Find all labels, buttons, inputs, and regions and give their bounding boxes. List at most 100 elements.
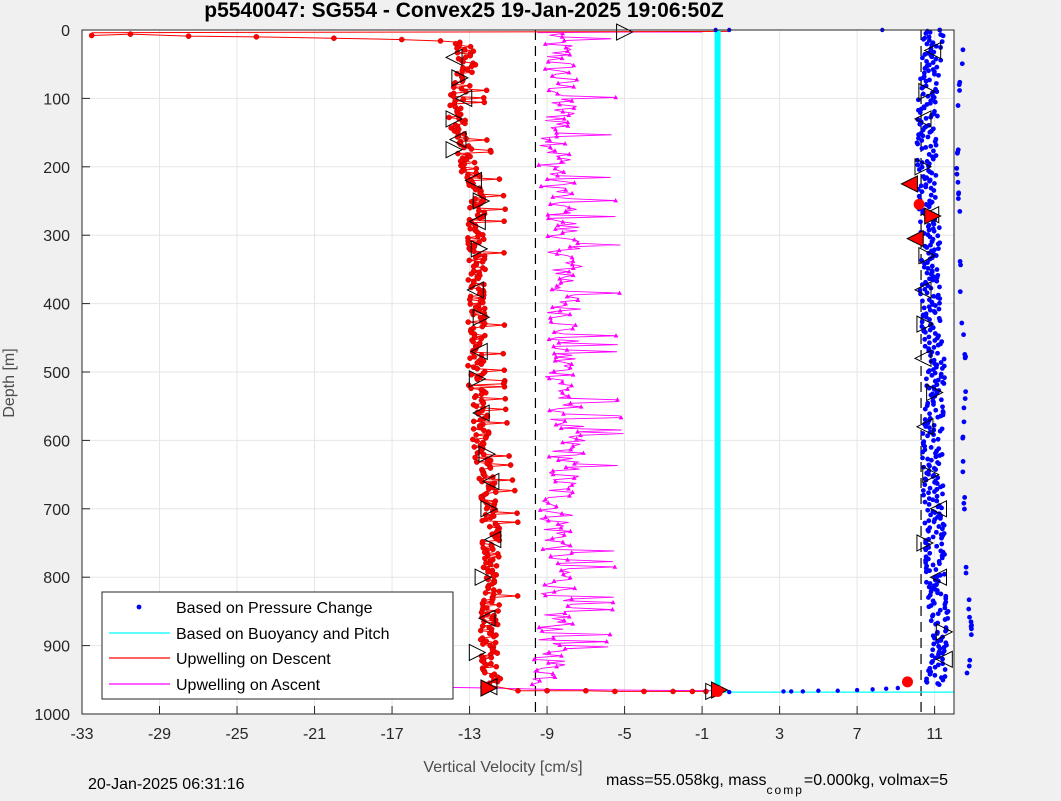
ascent-point [569,262,575,267]
footer-mass-text: mass=55.058kg, mass [606,772,767,789]
pressure-point [938,397,944,403]
descent-point [475,275,482,282]
pressure-point [940,656,945,662]
pressure-point [933,56,939,62]
ascent-point [553,354,559,359]
ascent-point [551,329,557,334]
pressure-point [933,450,938,456]
ascent-point [569,550,575,555]
pressure-point [922,482,928,488]
pressure-point [926,490,931,496]
descent-point [482,435,489,441]
pressure-point [932,71,937,77]
ascent-point [537,507,543,512]
descent-triangle-marker [468,212,486,231]
pressure-point [932,99,938,105]
descent-point [501,383,508,390]
ascent-point [567,542,573,548]
ascent-point [534,667,540,672]
pressure-point [961,332,966,338]
ascent-point [551,635,556,640]
ascent-triangle-marker [935,623,954,641]
ascent-point [610,607,615,612]
pressure-point [926,518,932,524]
descent-point [459,67,466,74]
descent-point [465,319,472,325]
footer-comp-subscript: comp [766,783,804,797]
x-tick-label: 3 [775,726,784,743]
ascent-point [555,222,561,228]
chart-title: p5540047: SG554 - Convex25 19-Jan-2025 1… [204,0,724,22]
descent-point [479,259,486,265]
ascent-point [572,585,578,591]
pressure-point [963,570,969,576]
ascent-triangle-marker [916,315,935,333]
pressure-point [959,61,965,67]
ascent-point [560,219,566,224]
pressure-point [963,564,969,570]
ascent-point [571,461,577,466]
descent-triangle-marker [472,192,491,210]
ascent-point [565,123,571,128]
descent-point [480,641,486,647]
ascent-point [566,269,572,274]
ascent-point [578,404,584,409]
ascent-point [545,212,551,217]
pressure-point [934,529,939,535]
legend-label-buoyancy: Based on Buoyancy and Pitch [176,626,389,643]
legend-label-ascent: Upwelling on Ascent [176,677,321,694]
ascent-point [571,475,577,480]
descent-triangle-marker [470,240,489,258]
ascent-point [539,628,545,633]
pressure-point [963,389,969,395]
ascent-point [563,301,568,306]
descent-point [477,424,484,431]
descent-point [487,457,494,464]
ascent-point [549,73,555,78]
descent-point [478,391,485,398]
ascent-point [561,617,567,623]
pressure-point [935,475,941,481]
ascent-point [567,244,573,249]
ascent-point [552,165,558,171]
pressure-point [956,191,961,197]
descent-point [471,159,478,166]
pressure-point [921,70,927,76]
ascent-point [546,649,552,655]
ascent-point [575,429,581,434]
ascent-point [548,553,554,559]
pressure-point [922,65,928,71]
descent-point [504,420,510,426]
pressure-point [931,432,936,438]
pressure-point [957,258,963,264]
ascent-point [560,539,566,544]
pressure-point [960,458,966,464]
pressure-point [920,91,926,97]
pressure-point [962,506,967,512]
ascent-point [538,183,544,189]
ascent-point [548,318,554,324]
descent-point [502,396,509,402]
pressure-point [918,183,924,189]
pressure-point [937,318,943,324]
pressure-point [930,60,936,65]
pressure-point [927,317,932,322]
pressure-point [926,204,932,210]
y-tick-label: 700 [43,502,70,519]
descent-point [473,403,480,410]
pressure-point [931,635,937,641]
descent-point [482,266,488,273]
ascent-point [569,382,575,388]
ascent-point [547,201,553,206]
pressure-point [964,670,970,676]
descent-triangle-marker [483,530,502,549]
ascent-point [556,155,562,160]
ascent-point [549,286,555,292]
pressure-point [936,225,942,231]
pressure-point [938,57,944,63]
pressure-point [919,319,925,325]
pressure-point [960,469,966,475]
pressure-point [930,534,936,540]
pressure-point [922,261,927,267]
descent-triangle-marker [477,609,496,628]
